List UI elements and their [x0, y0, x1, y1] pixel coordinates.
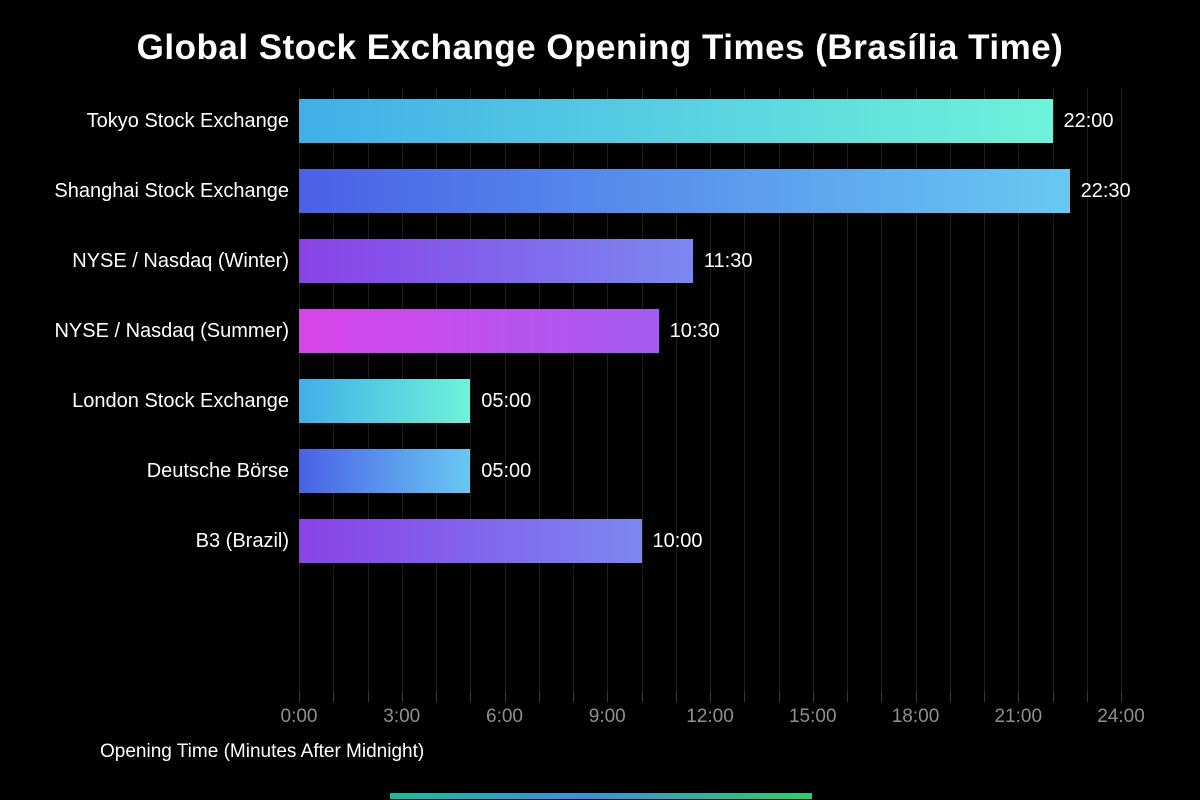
bar-row: NYSE / Nasdaq (Summer) 10:30 — [0, 296, 1200, 366]
gridline — [1086, 88, 1088, 702]
x-axis-tick-mark — [675, 692, 677, 702]
x-axis-tick-mark — [1018, 692, 1020, 702]
gridline — [1052, 88, 1054, 702]
x-axis-tick-mark — [881, 692, 883, 702]
gridline — [949, 88, 951, 702]
x-axis-tick-label: 6:00 — [486, 706, 523, 727]
gridline — [881, 88, 883, 702]
x-axis-tick-label: 0:00 — [280, 706, 318, 727]
bar-row: NYSE / Nasdaq (Winter) 11:30 — [0, 226, 1200, 296]
gridline — [504, 88, 506, 702]
bar-row: Deutsche Börse 05:00 — [0, 436, 1200, 506]
bar-row: B3 (Brazil) 10:00 — [0, 506, 1200, 576]
bar — [299, 309, 659, 353]
category-label: B3 (Brazil) — [195, 529, 289, 552]
category-label: Tokyo Stock Exchange — [86, 109, 289, 132]
x-axis-tick-mark — [847, 692, 848, 702]
bottom-gradient-strip — [390, 793, 812, 799]
gridline — [744, 88, 746, 702]
x-axis-tick-mark — [778, 692, 780, 702]
gridline — [1018, 88, 1020, 702]
x-axis-tick-mark — [984, 692, 985, 702]
x-axis-tick-label: 3:00 — [383, 706, 421, 727]
x-axis-tick-label: 15:00 — [788, 706, 837, 727]
chart-title: Global Stock Exchange Opening Times (Bra… — [136, 28, 1064, 67]
x-axis-tick-mark — [436, 692, 437, 702]
gridline — [675, 88, 677, 702]
gridline — [573, 88, 574, 702]
x-axis-tick-label: 9:00 — [588, 706, 626, 727]
gridline — [847, 88, 848, 702]
bar — [299, 379, 471, 423]
category-label: Deutsche Börse — [146, 459, 289, 482]
x-axis-tick-mark — [367, 692, 369, 702]
gridline — [778, 88, 780, 702]
value-label: 05:00 — [481, 459, 532, 482]
value-label: 10:00 — [652, 529, 703, 552]
gridline — [812, 88, 814, 702]
bar — [299, 519, 642, 563]
value-label: 05:00 — [481, 389, 532, 412]
x-axis-tick-label: 12:00 — [686, 706, 734, 727]
x-axis-tick-mark — [1052, 692, 1054, 702]
bar — [299, 449, 471, 493]
x-axis-tick-mark — [504, 692, 506, 702]
x-axis-tick-mark — [573, 692, 574, 702]
x-axis-tick-mark — [299, 692, 300, 702]
x-axis-tick-mark — [949, 692, 951, 702]
value-label: 11:30 — [703, 249, 753, 272]
gridline — [984, 88, 985, 702]
category-label: Shanghai Stock Exchange — [54, 179, 289, 202]
x-axis-tick-mark — [812, 692, 814, 702]
bar — [299, 99, 1053, 143]
x-axis-tick-mark — [538, 692, 540, 702]
gridline — [641, 88, 643, 702]
x-axis-label: Opening Time (Minutes After Midnight) — [100, 741, 425, 762]
gridline — [915, 88, 917, 702]
x-axis-tick-mark — [1086, 692, 1088, 702]
x-axis-tick-mark — [333, 692, 335, 702]
gridline — [470, 88, 472, 702]
category-label: NYSE / Nasdaq (Summer) — [54, 319, 289, 342]
x-axis-tick-mark — [744, 692, 746, 702]
gridline — [538, 88, 540, 702]
value-label: 10:30 — [669, 319, 720, 342]
value-label: 22:00 — [1063, 109, 1114, 132]
bar — [299, 239, 693, 283]
bar — [299, 169, 1070, 213]
gridline — [710, 88, 711, 702]
x-axis-tick-mark — [470, 692, 472, 702]
x-axis-tick-mark — [401, 692, 403, 702]
gridline — [1121, 88, 1122, 702]
gridline — [607, 88, 609, 702]
category-label: NYSE / Nasdaq (Winter) — [72, 249, 289, 272]
bar-row: Shanghai Stock Exchange 22:30 — [0, 156, 1200, 226]
x-axis-tick-label: 18:00 — [891, 706, 940, 727]
bar-row: London Stock Exchange 05:00 — [0, 366, 1200, 436]
bar-row: Tokyo Stock Exchange 22:00 — [0, 86, 1200, 156]
x-axis-tick-label: 21:00 — [994, 706, 1043, 727]
x-axis-tick-mark — [641, 692, 643, 702]
x-axis-tick-mark — [710, 692, 711, 702]
x-axis-tick-mark — [1121, 692, 1122, 702]
value-label: 22:30 — [1080, 179, 1131, 202]
x-axis-tick-label: 24:00 — [1097, 706, 1145, 727]
category-label: London Stock Exchange — [72, 389, 289, 412]
x-axis-tick-mark — [915, 692, 917, 702]
x-axis-tick-mark — [607, 692, 609, 702]
